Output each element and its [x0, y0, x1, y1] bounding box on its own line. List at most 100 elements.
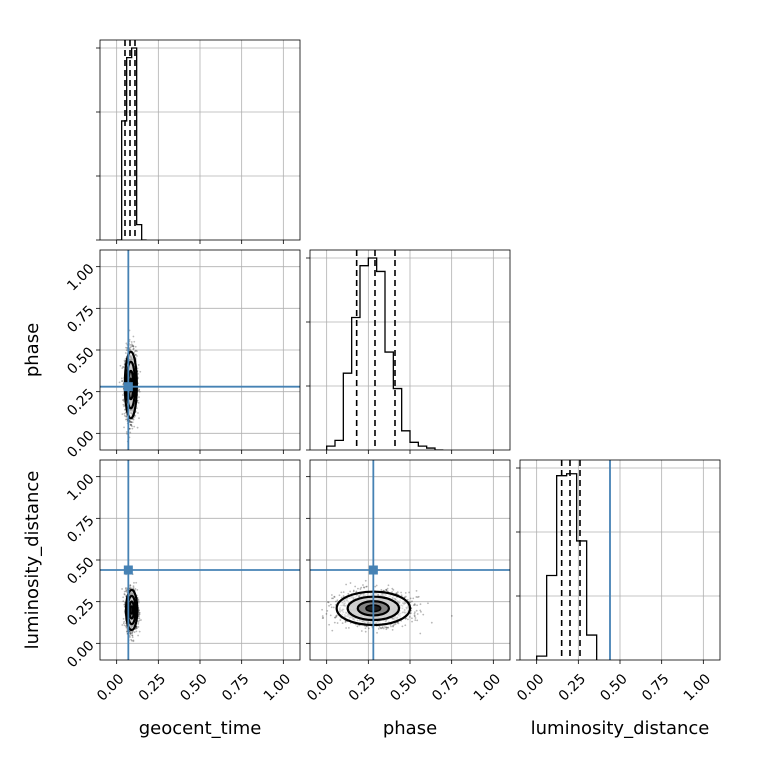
- sample-point: [133, 340, 136, 343]
- sample-point: [121, 399, 124, 401]
- sample-point: [139, 370, 142, 373]
- sample-point: [338, 594, 341, 597]
- sample-point: [125, 625, 127, 628]
- sample-point: [135, 581, 138, 584]
- sample-point: [122, 622, 125, 625]
- sample-point: [130, 345, 133, 347]
- sample-point: [403, 596, 406, 599]
- sample-point: [360, 586, 363, 589]
- x-tick-label: 0.25: [136, 671, 169, 704]
- sample-point: [411, 600, 413, 603]
- sample-point: [354, 585, 357, 588]
- sample-point: [118, 381, 121, 384]
- sample-point: [363, 586, 365, 589]
- sample-point: [413, 614, 416, 617]
- sample-point: [413, 612, 416, 615]
- sample-point: [131, 639, 133, 642]
- sample-point: [349, 590, 352, 593]
- sample-point: [341, 622, 344, 625]
- x-tick-label: 1.00: [681, 671, 714, 704]
- sample-point: [137, 626, 140, 628]
- sample-point: [392, 624, 394, 627]
- sample-point: [138, 619, 141, 622]
- sample-point: [400, 591, 403, 594]
- sample-point: [336, 614, 338, 617]
- sample-point: [124, 408, 127, 411]
- sample-point: [134, 350, 136, 353]
- sample-point: [122, 596, 125, 599]
- sample-point: [331, 597, 333, 600]
- density-phase-vs-luminosity-distance: [306, 459, 511, 664]
- sample-point: [134, 414, 137, 417]
- sample-point: [121, 367, 124, 370]
- truth-marker: [123, 565, 133, 575]
- sample-point: [385, 626, 388, 629]
- sample-point: [133, 631, 136, 634]
- sample-point: [413, 603, 416, 605]
- sample-point: [131, 634, 134, 637]
- sample-point: [415, 589, 418, 592]
- sample-point: [137, 622, 140, 625]
- sample-point: [132, 585, 135, 588]
- y-tick-label: 0.25: [64, 386, 97, 419]
- sample-point: [393, 624, 395, 626]
- sample-point: [327, 601, 329, 603]
- sample-point: [385, 588, 387, 591]
- sample-point: [138, 630, 141, 633]
- sample-point: [416, 619, 419, 622]
- sample-point: [409, 597, 412, 600]
- sample-point: [140, 619, 142, 621]
- sample-point: [374, 585, 377, 588]
- sample-point: [394, 623, 397, 626]
- sample-point: [129, 636, 131, 638]
- sample-point: [417, 595, 420, 598]
- sample-point: [137, 401, 140, 404]
- sample-point: [401, 625, 404, 628]
- sample-point: [125, 630, 128, 633]
- sample-point: [119, 364, 122, 367]
- sample-point: [356, 625, 359, 628]
- sample-point: [136, 588, 139, 591]
- sample-point: [430, 621, 433, 624]
- sample-point: [125, 346, 127, 349]
- sample-point: [135, 626, 138, 628]
- sample-point: [322, 616, 325, 619]
- y-axis-label-luminosity-distance: luminosity_distance: [22, 471, 43, 650]
- y-tick-label: 0.50: [64, 344, 97, 377]
- sample-point: [123, 620, 126, 623]
- sample-point: [340, 596, 343, 599]
- sample-point: [329, 603, 332, 606]
- sample-point: [132, 347, 135, 350]
- sample-point: [331, 629, 334, 632]
- sample-point: [134, 345, 137, 348]
- sample-point: [129, 348, 132, 351]
- sample-point: [404, 595, 407, 598]
- sample-point: [125, 589, 128, 592]
- sample-point: [333, 595, 336, 598]
- histogram-step-line: [116, 47, 147, 240]
- sample-point: [138, 613, 141, 616]
- sample-point: [138, 614, 140, 617]
- x-tick-label: 1.00: [261, 671, 294, 704]
- sample-point: [329, 614, 332, 617]
- sample-point: [400, 594, 403, 597]
- sample-point: [134, 354, 137, 356]
- sample-point: [129, 344, 132, 346]
- sample-point: [347, 626, 350, 629]
- x-tick-label: 1.00: [471, 671, 504, 704]
- sample-point: [122, 403, 125, 406]
- sample-point: [326, 609, 329, 612]
- y-tick-label: 0.50: [64, 554, 97, 587]
- sample-point: [387, 626, 390, 629]
- x-tick-label: 0.50: [597, 671, 630, 704]
- sample-point: [336, 599, 339, 602]
- sample-point: [365, 585, 367, 588]
- sample-point: [415, 596, 418, 598]
- sample-point: [416, 604, 418, 607]
- y-tick-label: 1.00: [64, 261, 97, 294]
- sample-point: [422, 613, 425, 616]
- sample-point: [333, 596, 336, 598]
- sample-point: [385, 628, 388, 631]
- sample-point: [130, 424, 132, 427]
- sample-point: [129, 431, 132, 434]
